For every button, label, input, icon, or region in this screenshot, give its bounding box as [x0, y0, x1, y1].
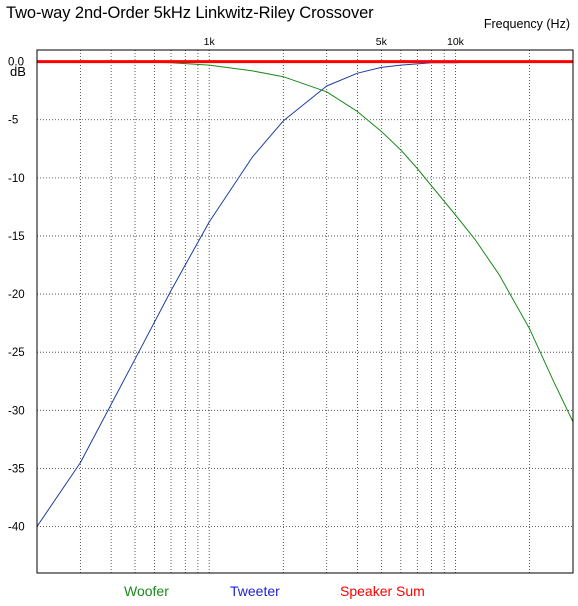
y-tick-label: -15: [8, 231, 25, 243]
y-tick-label: -10: [8, 173, 25, 185]
x-axis-label: Frequency (Hz): [483, 17, 570, 31]
y-tick-label: -35: [8, 463, 25, 475]
y-tick-label: -40: [8, 522, 25, 534]
y-tick-label: -20: [8, 289, 25, 301]
x-tick-labels: 1k 5k 10k: [204, 36, 465, 48]
legend-woofer: Woofer: [124, 583, 169, 599]
chart-title: Two-way 2nd-Order 5kHz Linkwitz-Riley Cr…: [6, 4, 374, 22]
chart-grid: [37, 50, 574, 573]
legend-speaker-sum: Speaker Sum: [340, 583, 425, 599]
y-axis-label: dB: [10, 64, 26, 79]
x-tick-label: 1k: [204, 36, 216, 48]
y-tick-label: -30: [8, 405, 25, 417]
x-tick-label: 5k: [376, 36, 388, 48]
x-tick-label: 10k: [447, 36, 465, 48]
y-tick-label: -25: [8, 347, 25, 359]
legend-tweeter: Tweeter: [230, 583, 280, 599]
y-tick-labels: 0.0 -5 -10 -15 -20 -25 -30 -35 -40: [8, 57, 25, 534]
chart-series: [36, 60, 574, 527]
y-tick-label: -5: [8, 115, 18, 127]
woofer-series-line: [80, 61, 574, 423]
plot-frame: [36, 49, 574, 574]
y-tick-label: 0.0: [8, 57, 24, 69]
